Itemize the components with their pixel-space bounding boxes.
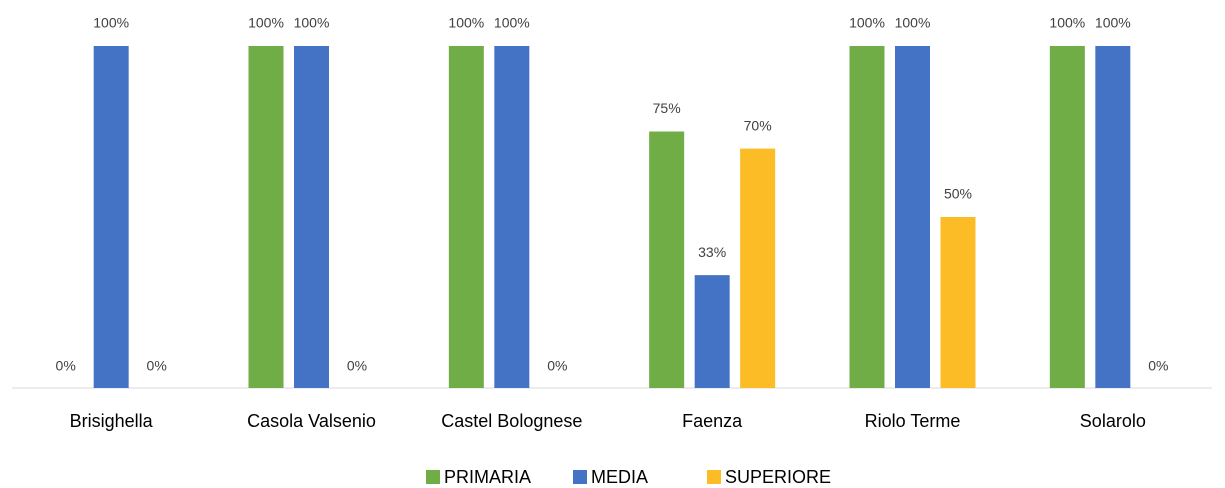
x-tick-label: Casola Valsenio bbox=[247, 411, 376, 431]
bar bbox=[1095, 46, 1131, 388]
bar bbox=[895, 46, 930, 388]
legend-label: MEDIA bbox=[591, 467, 648, 487]
data-label: 0% bbox=[347, 358, 367, 374]
data-label: 100% bbox=[1095, 15, 1131, 31]
bar bbox=[940, 217, 976, 388]
data-label: 100% bbox=[1049, 15, 1085, 31]
data-label: 0% bbox=[147, 358, 167, 374]
x-tick-label: Faenza bbox=[682, 411, 743, 431]
bar bbox=[494, 46, 530, 388]
data-label: 100% bbox=[294, 15, 330, 31]
bar bbox=[649, 131, 685, 388]
legend-swatch bbox=[573, 470, 587, 484]
data-label: 0% bbox=[56, 358, 76, 374]
data-label: 100% bbox=[448, 15, 484, 31]
bar bbox=[694, 275, 730, 388]
bar bbox=[849, 46, 885, 388]
bar bbox=[1049, 46, 1085, 388]
data-label: 100% bbox=[248, 15, 284, 31]
data-label: 50% bbox=[944, 186, 972, 202]
bar bbox=[248, 46, 284, 388]
data-label: 100% bbox=[93, 15, 129, 31]
data-label: 100% bbox=[895, 15, 931, 31]
data-label: 75% bbox=[653, 100, 681, 116]
bar bbox=[294, 46, 329, 388]
data-label: 100% bbox=[849, 15, 885, 31]
data-label: 33% bbox=[698, 244, 726, 260]
bar bbox=[448, 46, 484, 388]
x-tick-label: Solarolo bbox=[1080, 411, 1146, 431]
data-label: 100% bbox=[494, 15, 530, 31]
legend-label: SUPERIORE bbox=[725, 467, 831, 487]
x-tick-label: Brisighella bbox=[70, 411, 154, 431]
bar bbox=[93, 46, 129, 388]
x-tick-label: Riolo Terme bbox=[865, 411, 961, 431]
data-label: 70% bbox=[744, 117, 772, 133]
legend-label: PRIMARIA bbox=[444, 467, 531, 487]
bar bbox=[740, 148, 776, 388]
legend-swatch bbox=[426, 470, 440, 484]
data-label: 0% bbox=[547, 358, 567, 374]
legend-swatch bbox=[707, 470, 721, 484]
x-tick-label: Castel Bolognese bbox=[441, 411, 582, 431]
data-label: 0% bbox=[1148, 358, 1168, 374]
